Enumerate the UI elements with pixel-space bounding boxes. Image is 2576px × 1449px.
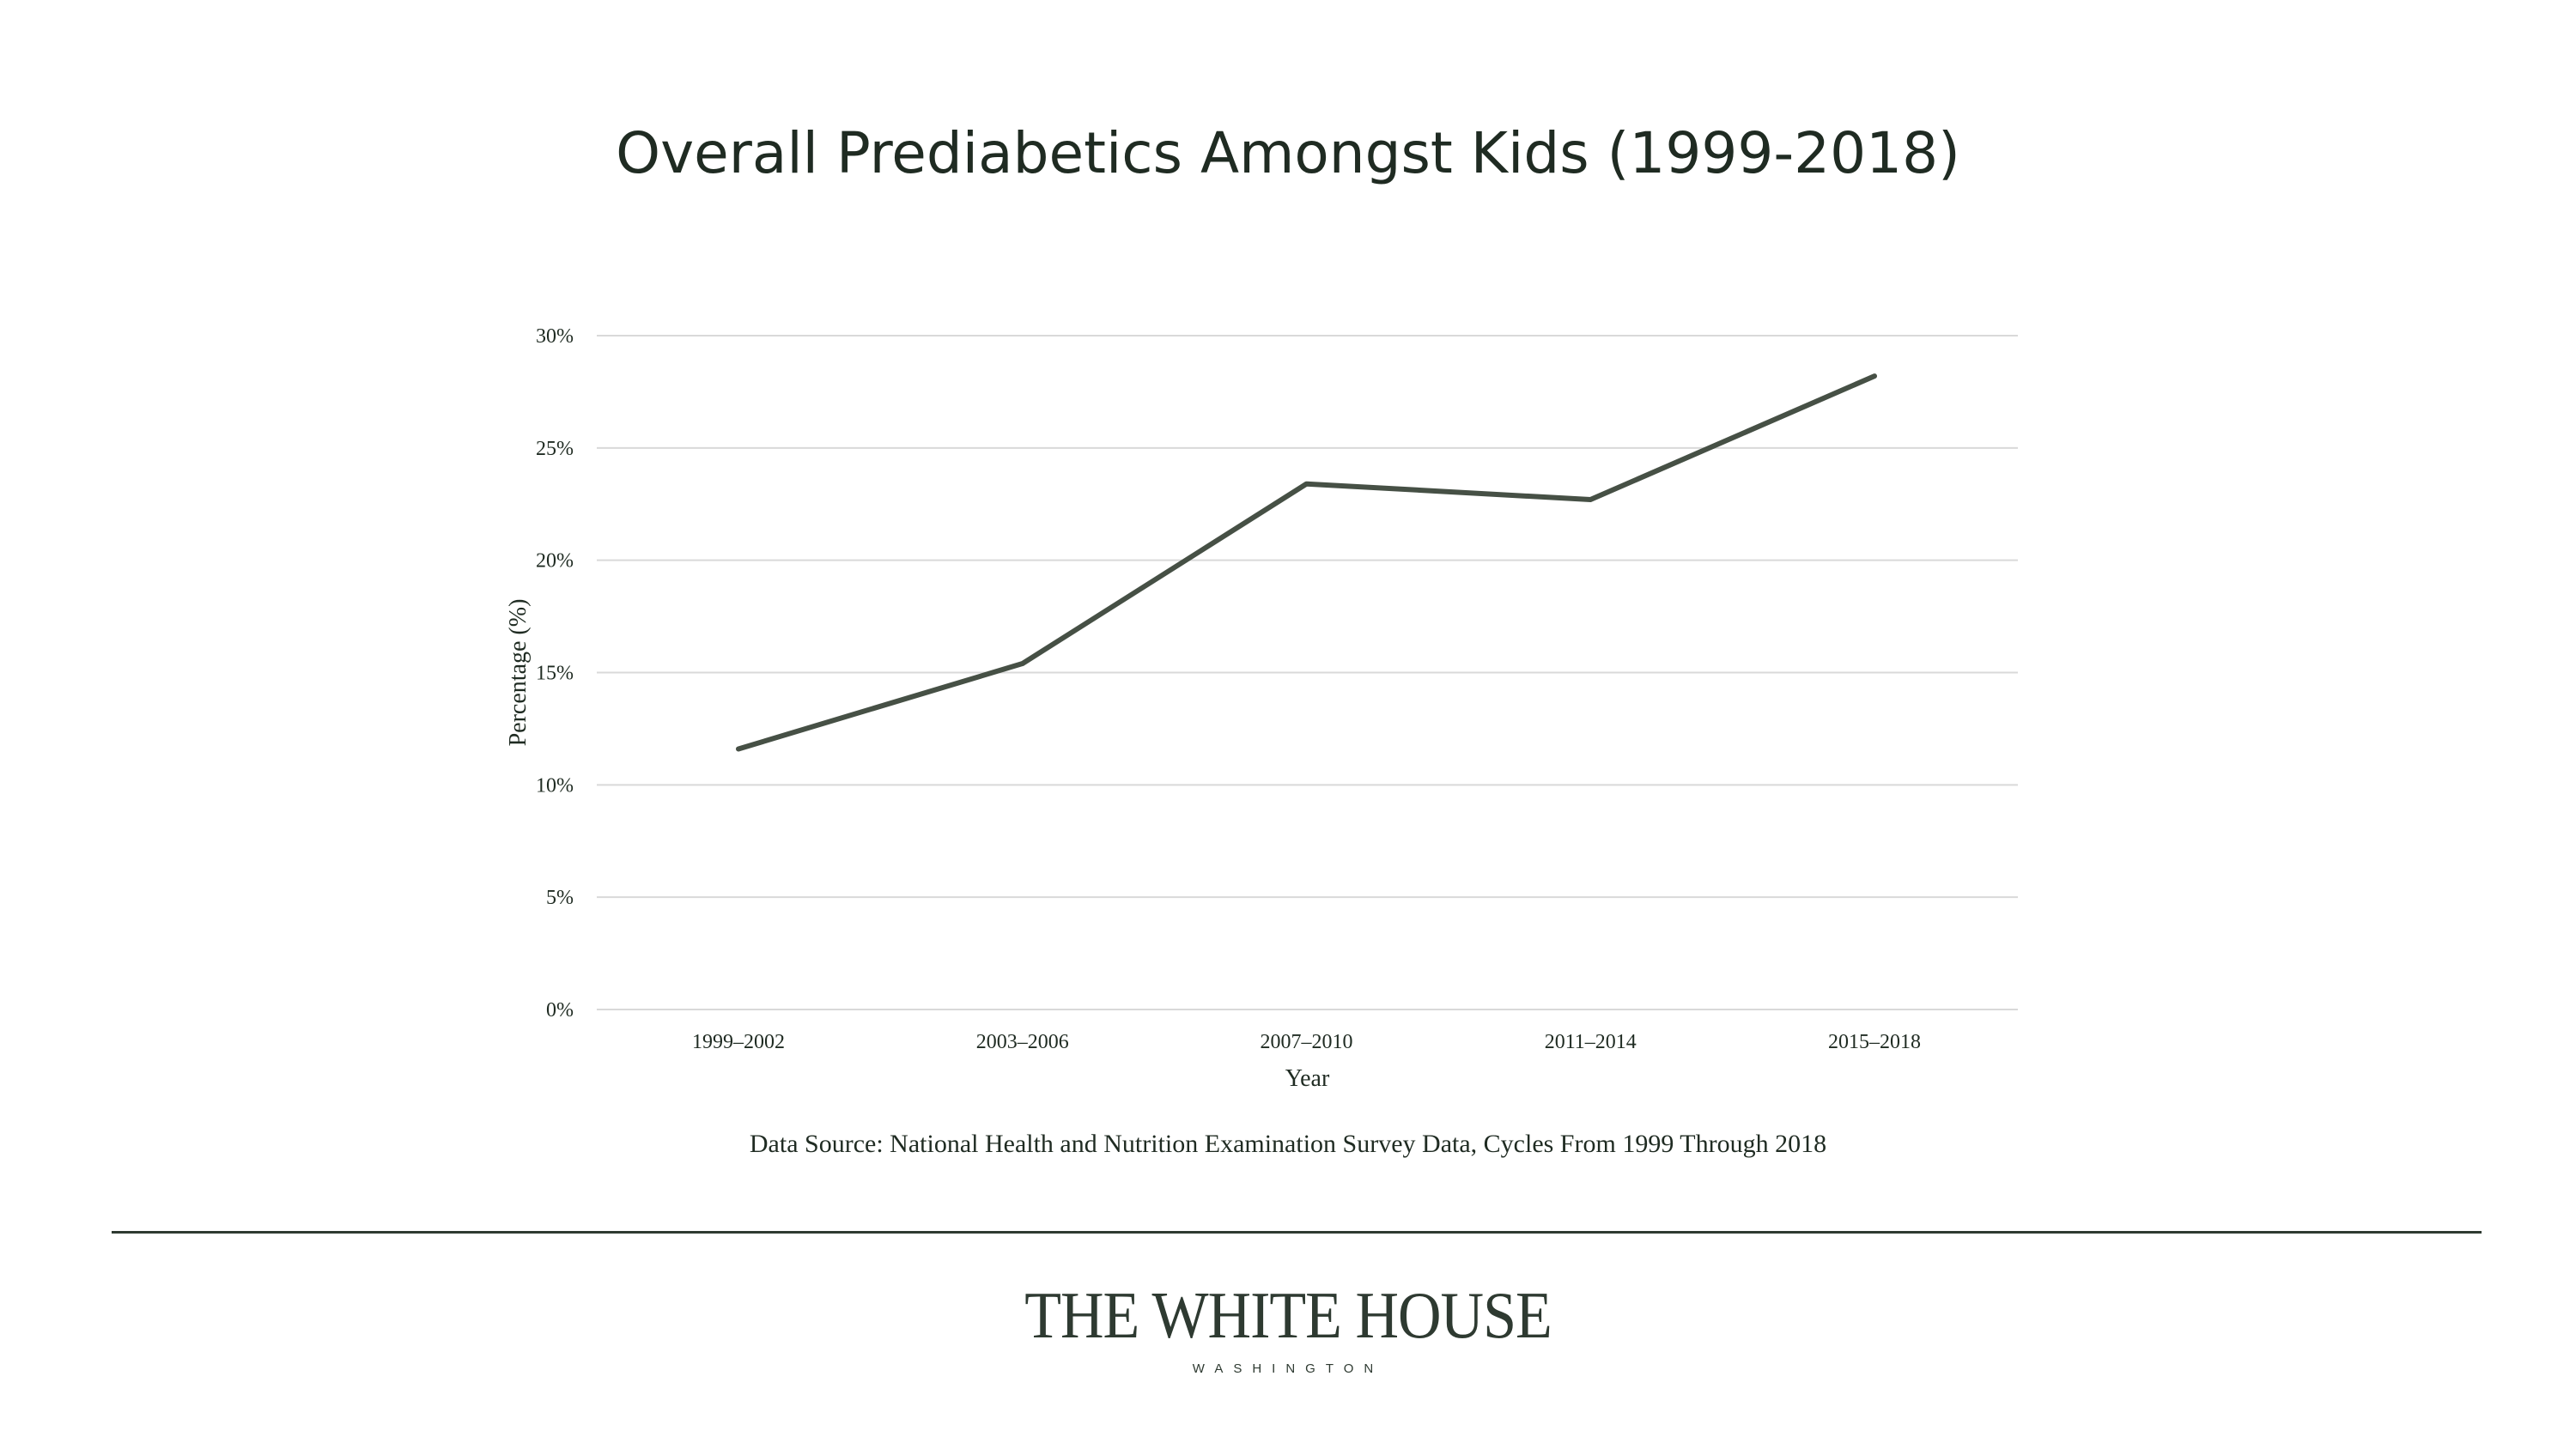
- footer-divider: [112, 1231, 2482, 1234]
- x-tick-label: 2007–2010: [1261, 1031, 1353, 1053]
- chart-title: Overall Prediabetics Amongst Kids (1999-…: [616, 120, 1960, 186]
- y-tick-label: 10%: [536, 774, 574, 797]
- x-axis-ticks: 1999–2002 2003–2006 2007–2010 2011–2014 2015…: [692, 1031, 1921, 1053]
- white-house-logo-subtitle: WASHINGTON: [1192, 1361, 1384, 1376]
- grid-lines: [597, 335, 2018, 1010]
- x-tick-label: 2003–2006: [976, 1031, 1069, 1053]
- y-tick-label: 30%: [536, 325, 574, 348]
- y-tick-label: 0%: [546, 999, 574, 1022]
- x-tick-label: 1999–2002: [692, 1031, 785, 1053]
- x-tick-label: 2011–2014: [1545, 1031, 1637, 1053]
- y-axis-ticks: 0% 5% 10% 15% 20% 25% 30%: [536, 325, 574, 1022]
- y-tick-label: 20%: [536, 550, 574, 573]
- y-axis-title: Percentage (%): [505, 599, 532, 747]
- white-house-logo: THE WHITE HOUSE: [1024, 1280, 1552, 1353]
- y-tick-label: 5%: [546, 887, 574, 909]
- x-axis-title: Year: [1285, 1065, 1330, 1092]
- data-source-note: Data Source: National Health and Nutriti…: [749, 1130, 1827, 1158]
- series-line: [736, 373, 1877, 752]
- series-layer: [736, 373, 1877, 752]
- x-tick-label: 2015–2018: [1828, 1031, 1921, 1053]
- y-tick-label: 25%: [536, 438, 574, 460]
- y-tick-label: 15%: [536, 663, 574, 685]
